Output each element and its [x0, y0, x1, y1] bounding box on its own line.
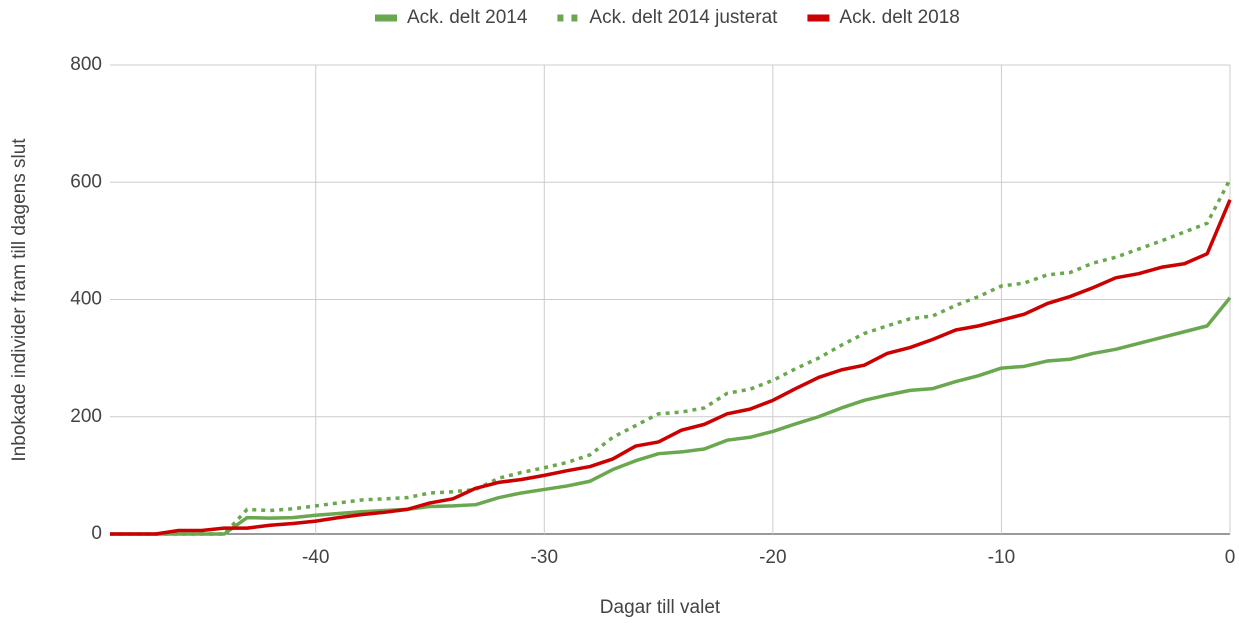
y-tick-label: 800: [70, 54, 102, 75]
y-tick-label: 200: [70, 406, 102, 427]
series-line: [110, 178, 1232, 536]
legend-label: Ack. delt 2014 justerat: [589, 7, 778, 28]
x-tick-label: -30: [531, 547, 558, 568]
x-tick-label: -10: [988, 547, 1015, 568]
series-line: [110, 199, 1232, 536]
series-line: [110, 296, 1232, 536]
y-axis-label: Inbokade individer fram till dagens slut: [9, 138, 30, 462]
x-axis-label: Dagar till valet: [600, 597, 721, 618]
y-tick-label: 0: [91, 523, 102, 544]
y-tick-label: 400: [70, 289, 102, 310]
y-tick-label: 600: [70, 171, 102, 192]
x-tick-label: -40: [302, 547, 329, 568]
legend-label: Ack. delt 2014: [407, 7, 528, 28]
legend-label: Ack. delt 2018: [839, 7, 959, 28]
x-tick-label: 0: [1225, 547, 1236, 568]
x-tick-label: -20: [759, 547, 786, 568]
